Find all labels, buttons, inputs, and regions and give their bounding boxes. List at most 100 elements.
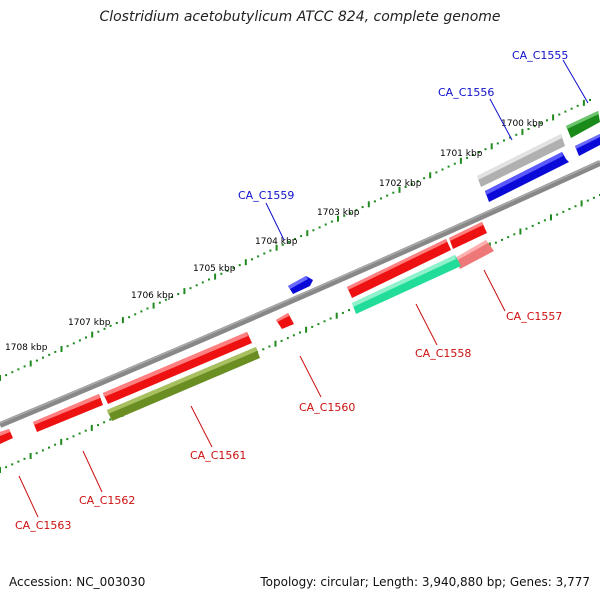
gene-label-ca-c1558[interactable]: CA_C1558 [415, 347, 471, 360]
upper-track-tick [177, 293, 180, 295]
gene-ca-c1562[interactable] [33, 394, 103, 432]
upper-track-tick [459, 157, 462, 164]
gene-label-ca-c1555[interactable]: CA_C1555 [512, 49, 568, 62]
lower-track-tick [317, 323, 320, 326]
lower-track-tick [274, 340, 277, 347]
upper-track-tick [435, 171, 438, 174]
upper-track-tick [78, 339, 81, 342]
gene-ca-c1556[interactable] [477, 134, 565, 187]
upper-track-tick [306, 230, 309, 237]
lower-track-tick [556, 213, 559, 216]
lower-track-tick [78, 432, 81, 435]
lower-track-tick [60, 438, 63, 445]
upper-track-tick [140, 310, 143, 313]
gene-label-ca-c1563[interactable]: CA_C1563 [15, 519, 71, 532]
gene-ca-c1558[interactable] [352, 255, 461, 314]
upper-track-tick [546, 119, 548, 122]
upper-track-tick [496, 142, 499, 145]
upper-track-tick [195, 284, 198, 287]
lower-track-tick [299, 331, 301, 334]
lower-track-tick [84, 429, 87, 432]
upper-track-tick [490, 143, 493, 150]
upper-track-tick [429, 172, 432, 179]
gene-ca-c1561[interactable] [107, 347, 260, 421]
lower-track-tick [66, 438, 69, 441]
genome-backbone [0, 160, 600, 428]
gene-label-ca-c1557[interactable]: CA_C1557 [506, 310, 562, 323]
lower-track-tick [286, 337, 289, 340]
upper-track-tick [576, 104, 579, 107]
upper-track-tick [220, 272, 223, 275]
ruler-label-1701: 1701 kbp [440, 149, 483, 159]
gene-ca-c1563[interactable] [0, 429, 13, 444]
gene-ca-c1561-red[interactable] [103, 332, 252, 404]
gene-ca-c1559[interactable] [288, 276, 313, 294]
lower-track-tick [17, 460, 20, 463]
lower-track-tick [513, 233, 516, 236]
upper-track-tick [146, 307, 149, 310]
upper-track-tick [244, 259, 247, 266]
lower-track-tick [90, 424, 93, 431]
upper-track-tick [472, 154, 475, 156]
gene-ca-c1555[interactable] [566, 111, 600, 138]
upper-track-tick [318, 226, 321, 229]
upper-track-tick [275, 244, 278, 251]
upper-track-tick [287, 240, 290, 243]
lower-track-tick [280, 339, 283, 342]
gene-ca-c1556-forward-blue[interactable] [485, 152, 569, 202]
lower-track-tick [103, 421, 106, 424]
gene-ca-c1558-red[interactable] [347, 239, 451, 298]
upper-track-tick [527, 128, 530, 130]
upper-track-tick [201, 281, 204, 284]
gene-label-ca-c1560[interactable]: CA_C1560 [299, 401, 355, 414]
upper-track-tick [91, 331, 94, 338]
upper-track-tick [404, 185, 407, 188]
upper-track-tick [410, 183, 413, 185]
lower-track-tick [48, 446, 50, 449]
lower-track-tick [531, 224, 534, 227]
lower-track-tick [525, 227, 528, 230]
upper-track-tick [269, 249, 272, 252]
upper-track-tick [23, 365, 26, 368]
gene-ca-c1555-forward-blue[interactable] [575, 134, 600, 156]
upper-track-tick [478, 151, 481, 154]
lower-track-tick [550, 214, 552, 221]
callout-line-ca-c1559 [265, 202, 285, 241]
lower-track-tick [72, 435, 75, 438]
lower-track-tick [543, 219, 546, 222]
ruler-label-1704: 1704 kbp [255, 237, 298, 247]
lower-track-tick [29, 453, 32, 459]
upper-track-tick [300, 235, 303, 238]
callout-line-ca-c1562 [82, 450, 103, 493]
lower-track-tick [348, 309, 350, 312]
lower-track-tick [54, 443, 57, 446]
upper-track-tick [60, 346, 63, 352]
upper-track-tick [189, 287, 192, 290]
upper-track-tick [552, 114, 555, 121]
gene-label-ca-c1561[interactable]: CA_C1561 [190, 449, 246, 462]
lower-track-tick [586, 199, 589, 202]
genome-backbone-highlight [0, 160, 600, 424]
gene-label-ca-c1562[interactable]: CA_C1562 [79, 494, 135, 507]
lower-track-tick [568, 208, 571, 210]
upper-track-tick [373, 200, 376, 203]
gene-ca-c1557-reverse[interactable] [455, 240, 494, 269]
upper-track-tick [416, 180, 419, 183]
gene-label-ca-c1559[interactable]: CA_C1559 [238, 189, 294, 202]
upper-track-tick [312, 229, 315, 232]
callout-line-ca-c1560 [299, 355, 322, 398]
upper-track-tick [453, 162, 456, 165]
lower-track-tick [305, 326, 308, 333]
gene-ca-c1557[interactable] [449, 222, 487, 249]
gene-ca-c1560[interactable] [276, 313, 294, 329]
upper-track-tick [324, 223, 327, 226]
upper-track-tick [484, 148, 487, 151]
upper-track-tick [515, 133, 518, 136]
upper-track-tick [48, 353, 51, 356]
accession-text: Accession: NC_003030 [9, 575, 146, 589]
upper-track-tick [85, 336, 87, 339]
upper-track-tick [251, 258, 253, 261]
lower-track-tick [329, 317, 332, 320]
gene-label-ca-c1556[interactable]: CA_C1556 [438, 86, 494, 99]
